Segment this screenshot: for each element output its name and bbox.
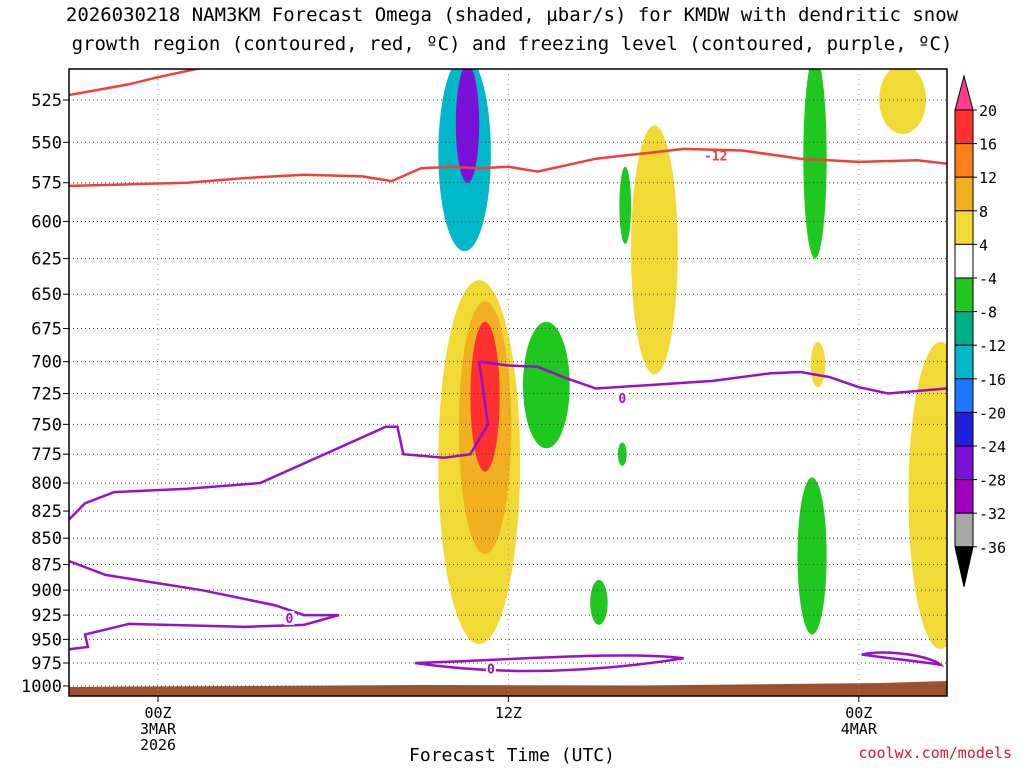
colorbar-label: -4 <box>979 270 997 288</box>
colorbar-swatch <box>954 512 974 548</box>
x-tick-label: 12Z <box>495 704 522 722</box>
freezing-level-contour-segment <box>69 361 490 651</box>
colorbar-swatch <box>954 479 974 514</box>
chart-title-line-1: 2026030218 NAM3KM Forecast Omega (shaded… <box>65 4 959 26</box>
colorbar-label: -32 <box>979 505 1006 523</box>
colorbar-label: -28 <box>979 472 1006 490</box>
colorbar-swatch <box>954 143 974 178</box>
y-tick-label: 825 <box>31 502 62 522</box>
dendritic-contour-label: -12 <box>704 149 727 164</box>
y-tick-label: 950 <box>31 630 62 650</box>
y-tick-label: 775 <box>31 445 62 465</box>
y-tick-label: 650 <box>31 285 62 305</box>
terrain-fill <box>69 681 947 696</box>
omega-cell <box>810 341 826 388</box>
dendritic-contour-upper <box>69 69 203 97</box>
omega-cell <box>631 125 678 375</box>
y-tick-label: 675 <box>31 320 62 340</box>
colorbar-swatch <box>954 210 974 245</box>
colorbar-label: -12 <box>979 337 1006 355</box>
y-tick-label: 1000 <box>21 677 62 697</box>
colorbar-label: -16 <box>979 371 1006 389</box>
y-tick-label: 725 <box>31 385 62 405</box>
axes: 525 550 575 600 625 650 675 700 725 750 775 800 825 8… <box>21 68 948 754</box>
y-tick-label: 800 <box>31 474 62 494</box>
x-tick-label: 2026 <box>140 736 176 754</box>
freezing-level-label: 0 <box>285 612 293 627</box>
colorbar-label: -36 <box>979 539 1006 557</box>
colorbar-label: 16 <box>979 136 997 154</box>
x-tick-label: 3MAR <box>140 720 177 738</box>
omega-cell <box>523 321 570 449</box>
colorbar-swatch <box>954 176 974 212</box>
colorbar-swatch <box>954 445 974 481</box>
y-tick-label: 875 <box>31 556 62 576</box>
terrain-fill-area <box>69 681 947 696</box>
freezing-level-label-bg <box>617 390 628 405</box>
omega-shading <box>438 69 947 649</box>
colorbar-label: -24 <box>979 438 1006 456</box>
freezing-level-contour <box>479 360 947 395</box>
x-tick-label: 00Z <box>144 704 171 722</box>
source-credit: coolwx.com/models <box>858 744 1012 762</box>
omega-cell <box>619 166 632 244</box>
y-tick-label: 750 <box>31 415 62 435</box>
colorbar-label: 20 <box>979 102 997 120</box>
colorbar-swatch <box>954 243 974 279</box>
omega-cell <box>803 69 827 259</box>
y-tick-label: 550 <box>31 133 62 153</box>
colorbar-label: 12 <box>979 169 997 187</box>
colorbar-swatch <box>954 311 974 346</box>
colorbar-swatch <box>954 378 974 413</box>
y-tick-label: 700 <box>31 353 62 373</box>
colorbar-swatch <box>954 109 974 145</box>
freezing-level-contour-segment <box>414 654 684 673</box>
colorbar-label: 4 <box>979 236 988 254</box>
y-tick-label: 625 <box>31 250 62 270</box>
colorbar: 20 16 12 8 4 -4 -8 -12 -16 -20 -24 -28 -32 -36 <box>954 74 1006 587</box>
x-tick-label: 4MAR <box>841 720 878 738</box>
freezing-level-label: 0 <box>618 392 626 407</box>
colorbar-swatch <box>954 277 974 313</box>
omega-cell <box>590 580 608 625</box>
x-tick-label: 00Z <box>845 704 872 722</box>
colorbar-arrow-bottom <box>954 546 974 587</box>
y-tick-label: 575 <box>31 174 62 194</box>
y-tick-label: 900 <box>31 581 62 601</box>
omega-cell <box>797 477 827 635</box>
colorbar-swatch <box>954 411 974 447</box>
colorbar-arrow-top <box>954 74 974 111</box>
omega-cell <box>879 69 926 134</box>
freezing-level-label-bg <box>284 611 295 626</box>
omega-cell <box>455 69 480 183</box>
omega-cell <box>617 442 627 466</box>
freezing-level-contour-segment <box>861 651 945 667</box>
y-tick-label: 850 <box>31 529 62 549</box>
y-tick-label: 925 <box>31 606 62 626</box>
omega-cell <box>908 341 947 649</box>
chart-title-line-2: growth region (contoured, red, ºC) and f… <box>71 33 953 55</box>
contours: -120000 <box>69 69 947 677</box>
y-tick-label: 600 <box>31 212 62 232</box>
x-axis-title: Forecast Time (UTC) <box>409 745 615 766</box>
freezing-level-label: 0 <box>487 662 495 677</box>
freezing-level-label-bg <box>485 661 496 676</box>
colorbar-label: 8 <box>979 203 988 221</box>
colorbar-label: -20 <box>979 404 1006 422</box>
y-tick-label: 525 <box>31 91 62 111</box>
y-tick-label: 975 <box>31 654 62 674</box>
dendritic-contour-lower <box>69 147 947 188</box>
colorbar-label: -8 <box>979 304 997 322</box>
colorbar-swatch <box>954 344 974 380</box>
